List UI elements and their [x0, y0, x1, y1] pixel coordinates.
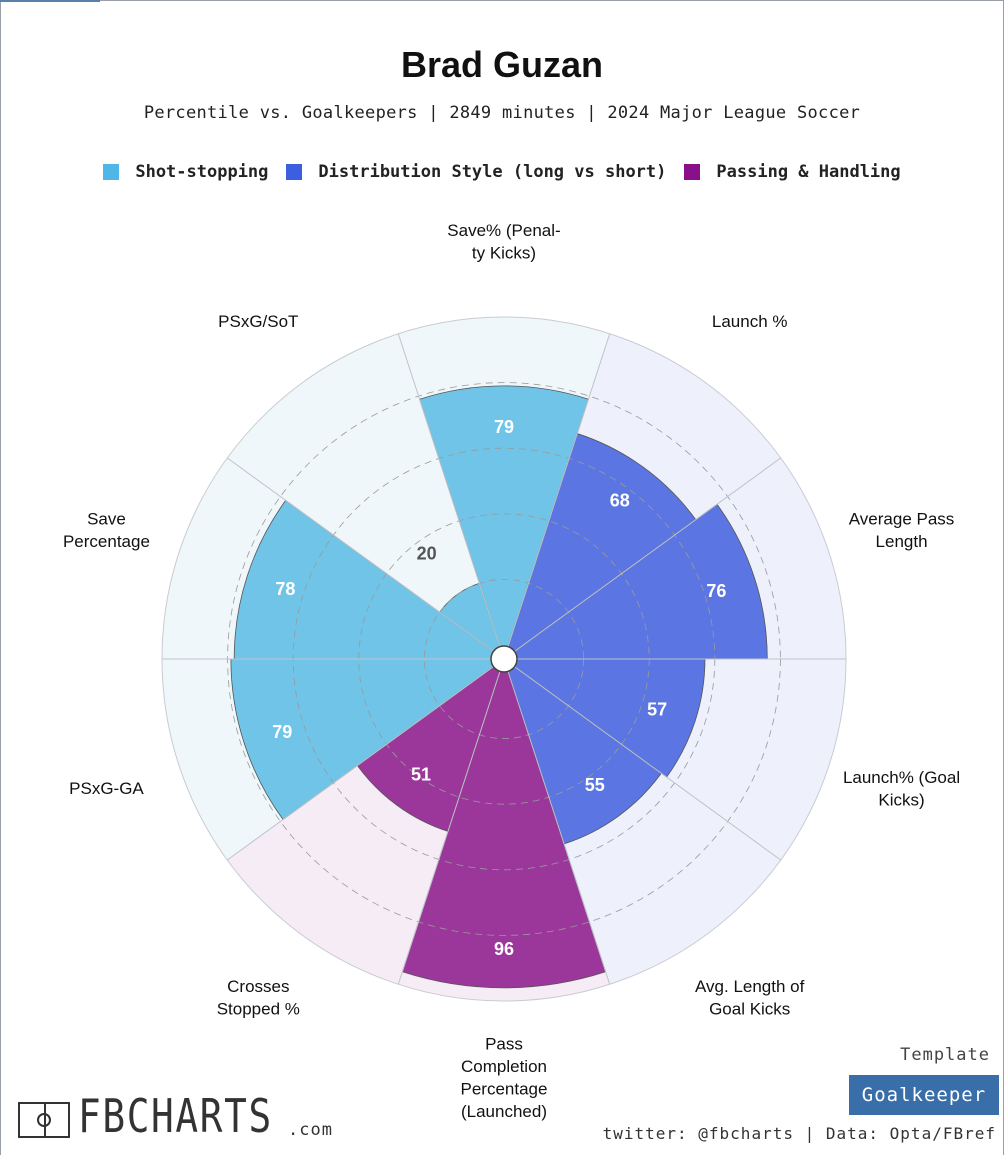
bar-6: [356, 657, 505, 832]
spoke: [503, 658, 781, 861]
axis-label-line: PSxG/SoT: [218, 312, 298, 331]
pitch-icon: [18, 1102, 70, 1138]
axis-label-line: (Launched): [461, 1102, 547, 1121]
bar-8: [233, 499, 506, 660]
spoke: [397, 333, 505, 660]
spoke: [503, 457, 781, 660]
value-label-6: 51: [411, 764, 431, 784]
axis-label-7: PSxG-GA: [69, 779, 144, 798]
axis-label-line: Percentage: [63, 532, 150, 551]
spoke: [503, 658, 611, 985]
logo-text: FBCHARTS: [78, 1089, 273, 1143]
spoke: [397, 658, 505, 985]
axis-label-9: PSxG/SoT: [218, 312, 298, 331]
legend-swatch: [103, 164, 120, 180]
bar-2: [502, 503, 768, 660]
axis-label-line: Save: [87, 510, 126, 529]
value-label-4: 55: [585, 775, 605, 795]
axis-label-line: Average Pass: [849, 510, 955, 529]
legend-label: Distribution Style (long vs short): [318, 162, 667, 182]
value-label-9: 20: [417, 544, 437, 564]
legend-label: Passing & Handling: [716, 162, 901, 182]
axis-label-line: ty Kicks): [472, 243, 536, 262]
axis-label-line: Goal Kicks: [709, 999, 790, 1018]
axis-label-line: Save% (Penal-: [447, 221, 560, 240]
axis-label-line: Avg. Length of: [695, 977, 805, 996]
legend: Shot-stopping Distribution Style (long v…: [0, 162, 1004, 182]
axis-label-line: Stopped %: [217, 999, 300, 1018]
fbcharts-logo: FBCHARTS .com: [18, 1089, 332, 1143]
axis-label-4: Avg. Length of Goal Kicks: [695, 977, 805, 1019]
legend-label: Shot-stopping: [135, 162, 269, 182]
axis-label-1: Launch %: [712, 312, 788, 331]
top-accent-bar: [0, 0, 100, 2]
axis-label-8: Save Percentage: [63, 510, 150, 552]
axis-label-0: Save% (Penal-ty Kicks): [447, 221, 560, 263]
center-hub: [490, 645, 518, 673]
spoke: [227, 658, 505, 861]
chart-subtitle: Percentile vs. Goalkeepers | 2849 minute…: [143, 103, 861, 123]
axis-label-line: PSxG-GA: [69, 779, 144, 798]
axis-label-line: Completion: [461, 1057, 547, 1076]
legend-item-distribution: Distribution Style (long vs short): [286, 162, 666, 182]
value-label-8: 78: [275, 579, 295, 599]
bar-3: [502, 658, 706, 778]
axis-label-2: Average Pass Length: [849, 510, 955, 552]
axis-label-line: Kicks): [878, 790, 924, 809]
bar-1: [503, 433, 697, 661]
legend-item-passing: Passing & Handling: [684, 162, 901, 182]
credits: twitter: @fbcharts | Data: Opta/FBref: [602, 1124, 996, 1143]
background-wedge: [227, 333, 504, 659]
axis-label-line: Launch %: [712, 312, 788, 331]
legend-item-shot-stopping: Shot-stopping: [103, 162, 268, 182]
axis-label-line: Crosses: [227, 977, 289, 996]
bar-0: [419, 385, 589, 661]
axis-label-6: Crosses Stopped %: [217, 977, 300, 1019]
chart-title: Brad Guzan: [400, 44, 604, 85]
legend-swatch: [286, 164, 303, 180]
axis-label-line: Length: [876, 532, 928, 551]
axis-label-line: Pass: [485, 1034, 523, 1053]
bar-4: [503, 657, 662, 845]
value-label-0: 79: [494, 417, 514, 437]
bar-5: [401, 657, 607, 989]
axis-label-line: Percentage: [461, 1079, 548, 1098]
template-badge: Goalkeeper: [849, 1075, 999, 1115]
spoke: [227, 457, 505, 660]
axis-label-3: Launch% (Goal Kicks): [843, 768, 960, 810]
template-label: Template: [900, 1045, 990, 1065]
value-label-1: 68: [610, 491, 630, 511]
value-label-5: 96: [494, 939, 514, 959]
logo-suffix: .com: [288, 1120, 333, 1140]
value-label-2: 76: [706, 581, 726, 601]
value-label-3: 57: [647, 700, 667, 720]
axis-label-5: Pass Completion Percentage (Launched): [461, 1034, 548, 1121]
legend-swatch: [684, 164, 701, 180]
spoke: [503, 333, 611, 660]
axis-label-line: Launch% (Goal: [843, 768, 960, 787]
value-label-7: 79: [272, 722, 292, 742]
